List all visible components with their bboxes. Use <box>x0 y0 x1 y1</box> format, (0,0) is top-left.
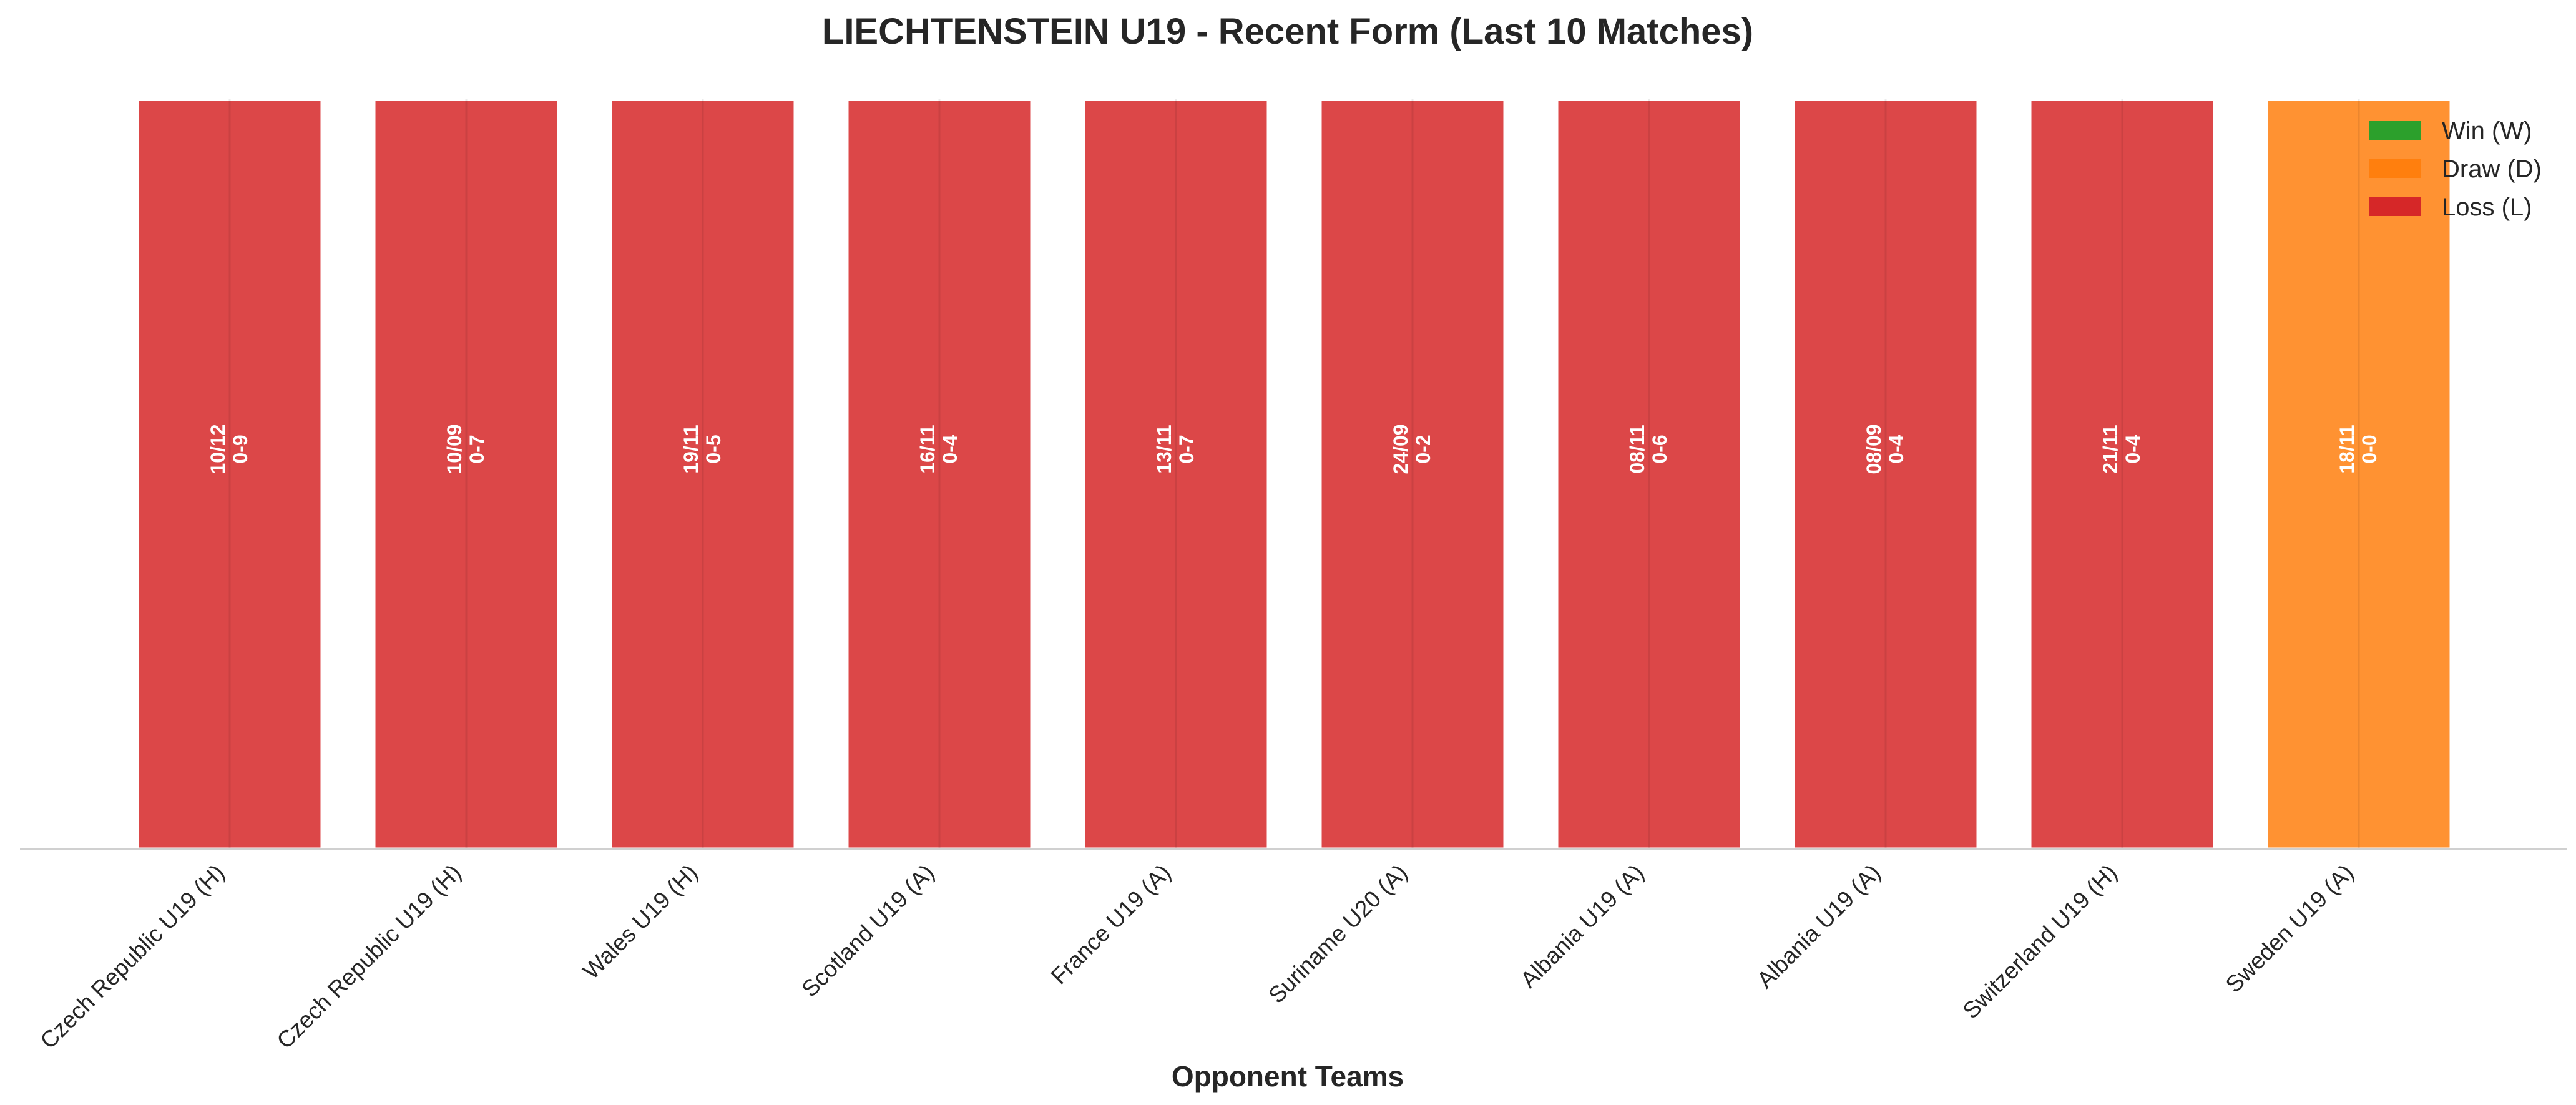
legend-label: Draw (D) <box>2442 155 2542 183</box>
bar-label: 21/11 0-4 <box>2099 425 2144 473</box>
bar <box>1555 97 1743 851</box>
bar <box>1318 97 1507 851</box>
bar <box>2265 97 2453 851</box>
bar-score-label: 0-5 <box>702 435 725 463</box>
x-axis-label: Opponent Teams <box>1172 1060 1404 1093</box>
bar-label: 19/11 0-5 <box>680 425 725 473</box>
bar-label: 13/11 0-7 <box>1153 425 1198 473</box>
x-tick-label: Suriname U20 (A) <box>1263 860 1412 1008</box>
bar-score-label: 0-7 <box>1175 435 1198 463</box>
x-tick-label: France U19 (A) <box>1046 860 1176 990</box>
bar-score-label: 0-6 <box>1648 435 1671 463</box>
bar <box>372 97 561 851</box>
legend-swatch <box>2369 197 2421 216</box>
bar-score-label: 0-2 <box>1412 435 1434 463</box>
x-tick-label: Czech Republic U19 (H) <box>272 860 466 1054</box>
bar-label: 18/11 0-0 <box>2336 425 2381 473</box>
bar <box>845 97 1034 851</box>
bar-date-label: 21/11 <box>2099 425 2122 473</box>
bar-score-label: 0-4 <box>939 435 961 463</box>
bar-label: 08/11 0-6 <box>1626 425 1671 473</box>
bar-date-label: 13/11 <box>1153 425 1175 473</box>
x-tick-label: Albania U19 (A) <box>1752 860 1886 993</box>
bar-label: 10/09 0-7 <box>443 424 488 474</box>
x-tick-label: Czech Republic U19 (H) <box>36 860 230 1054</box>
bar-date-label: 24/09 <box>1389 424 1412 474</box>
bar <box>135 97 324 851</box>
bar-label: 16/11 0-4 <box>916 425 961 473</box>
legend-label: Loss (L) <box>2442 194 2532 221</box>
bar <box>1082 97 1270 851</box>
bar-label: 08/09 0-4 <box>1863 424 1908 474</box>
legend-swatch <box>2369 159 2421 178</box>
bar-date-label: 18/11 <box>2336 425 2358 473</box>
chart-title: LIECHTENSTEIN U19 - Recent Form (Last 10… <box>822 11 1753 52</box>
bar-date-label: 08/09 <box>1863 424 1885 474</box>
x-tick-label: Wales U19 (H) <box>578 860 703 985</box>
bar-label: 24/09 0-2 <box>1389 424 1434 474</box>
bar-score-label: 0-0 <box>2358 435 2381 463</box>
legend-swatch <box>2369 121 2421 140</box>
bar-score-label: 0-7 <box>466 435 488 463</box>
x-tick-label: Sweden U19 (A) <box>2221 860 2359 998</box>
bar <box>609 97 797 851</box>
bar-score-label: 0-4 <box>2122 435 2144 463</box>
bar-date-label: 19/11 <box>680 425 702 473</box>
bar-date-label: 08/11 <box>1626 425 1648 473</box>
bar-date-label: 10/09 <box>443 424 466 474</box>
bar-score-label: 0-4 <box>1885 435 1908 463</box>
bar-date-label: 10/12 <box>207 424 229 474</box>
x-tick-label: Albania U19 (A) <box>1516 860 1649 993</box>
x-tick-label: Scotland U19 (A) <box>796 860 939 1002</box>
bar-score-label: 0-9 <box>229 435 252 463</box>
bar-date-label: 16/11 <box>916 425 939 473</box>
legend-label: Win (W) <box>2442 117 2532 145</box>
bar-label: 10/12 0-9 <box>207 424 252 474</box>
x-tick-label: Switzerland U19 (H) <box>1958 860 2122 1024</box>
